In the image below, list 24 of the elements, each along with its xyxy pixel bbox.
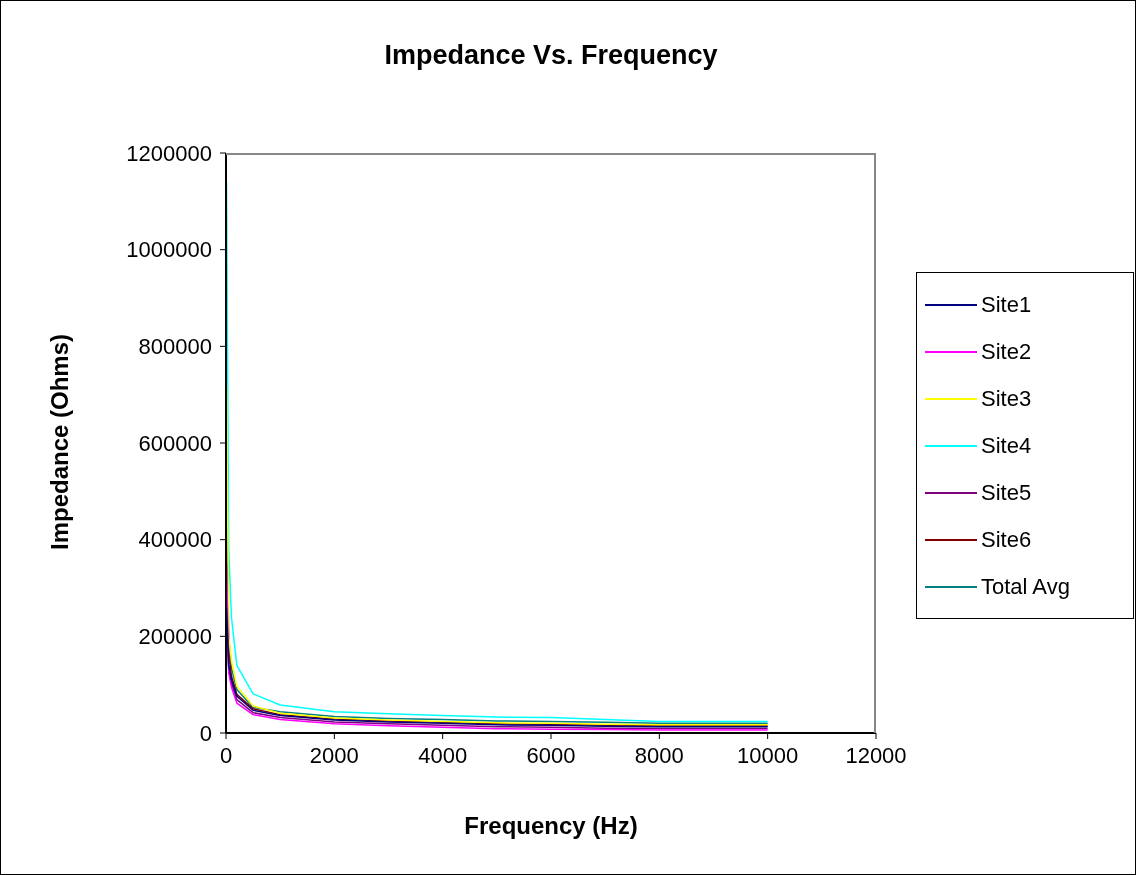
- x-tick-label: 10000: [737, 742, 799, 768]
- x-tick-label: 6000: [526, 742, 576, 768]
- y-tick-label: 1200000: [126, 140, 212, 166]
- legend-label: Site1: [981, 291, 1032, 318]
- x-axis-title: Frequency (Hz): [463, 812, 639, 840]
- legend-label: Site6: [981, 526, 1032, 553]
- legend-label: Site5: [981, 479, 1032, 506]
- y-axis-title: Impedance (Ohms): [46, 333, 74, 553]
- y-tick-label: 1000000: [126, 237, 212, 263]
- legend-label: Total Avg: [981, 573, 1070, 600]
- y-tick-label: 0: [199, 720, 212, 746]
- chart-title: Impedance Vs. Frequency: [383, 40, 719, 71]
- legend-label: Site2: [981, 338, 1032, 365]
- x-tick-label: 8000: [634, 742, 684, 768]
- legend-label: Site3: [981, 385, 1032, 412]
- y-tick-label: 600000: [138, 430, 212, 456]
- x-tick-label: 0: [219, 742, 233, 768]
- y-tick-label: 200000: [138, 624, 212, 650]
- x-tick-label: 4000: [418, 742, 468, 768]
- legend-label: Site4: [981, 432, 1032, 459]
- x-tick-label: 12000: [845, 742, 907, 768]
- y-tick-label: 800000: [138, 334, 212, 360]
- y-tick-label: 400000: [138, 527, 212, 553]
- x-tick-label: 2000: [309, 742, 359, 768]
